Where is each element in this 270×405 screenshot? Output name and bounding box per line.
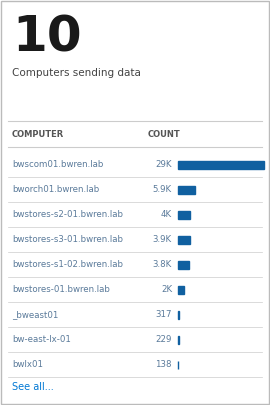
Bar (178, 160, 264, 168)
Bar (178, 235, 190, 243)
Text: bworch01.bwren.lab: bworch01.bwren.lab (12, 185, 99, 194)
Text: 10: 10 (12, 14, 82, 62)
Text: bw-east-lx-01: bw-east-lx-01 (12, 335, 71, 344)
Text: 229: 229 (156, 335, 172, 344)
Text: 138: 138 (156, 360, 172, 369)
Text: Computers sending data: Computers sending data (12, 68, 141, 78)
Text: COUNT: COUNT (148, 130, 181, 139)
Bar (178, 335, 179, 343)
Text: See all...: See all... (12, 382, 54, 392)
Text: 29K: 29K (156, 160, 172, 169)
Text: COMPUTER: COMPUTER (12, 130, 64, 139)
Text: 4K: 4K (161, 210, 172, 219)
Bar (178, 260, 189, 269)
Text: bwstores-01.bwren.lab: bwstores-01.bwren.lab (12, 285, 110, 294)
Text: _bweast01: _bweast01 (12, 310, 58, 319)
Text: 2K: 2K (161, 285, 172, 294)
Bar (178, 211, 190, 219)
Text: 317: 317 (156, 310, 172, 319)
Text: 3.8K: 3.8K (153, 260, 172, 269)
Text: bwlx01: bwlx01 (12, 360, 43, 369)
Text: bwstores-s1-02.bwren.lab: bwstores-s1-02.bwren.lab (12, 260, 123, 269)
Text: bwstores-s2-01.bwren.lab: bwstores-s2-01.bwren.lab (12, 210, 123, 219)
Bar (178, 185, 195, 194)
Text: bwscom01.bwren.lab: bwscom01.bwren.lab (12, 160, 103, 169)
Text: bwstores-s3-01.bwren.lab: bwstores-s3-01.bwren.lab (12, 235, 123, 244)
Bar (178, 311, 179, 318)
Text: 5.9K: 5.9K (153, 185, 172, 194)
Bar (178, 286, 184, 294)
Text: 3.9K: 3.9K (153, 235, 172, 244)
